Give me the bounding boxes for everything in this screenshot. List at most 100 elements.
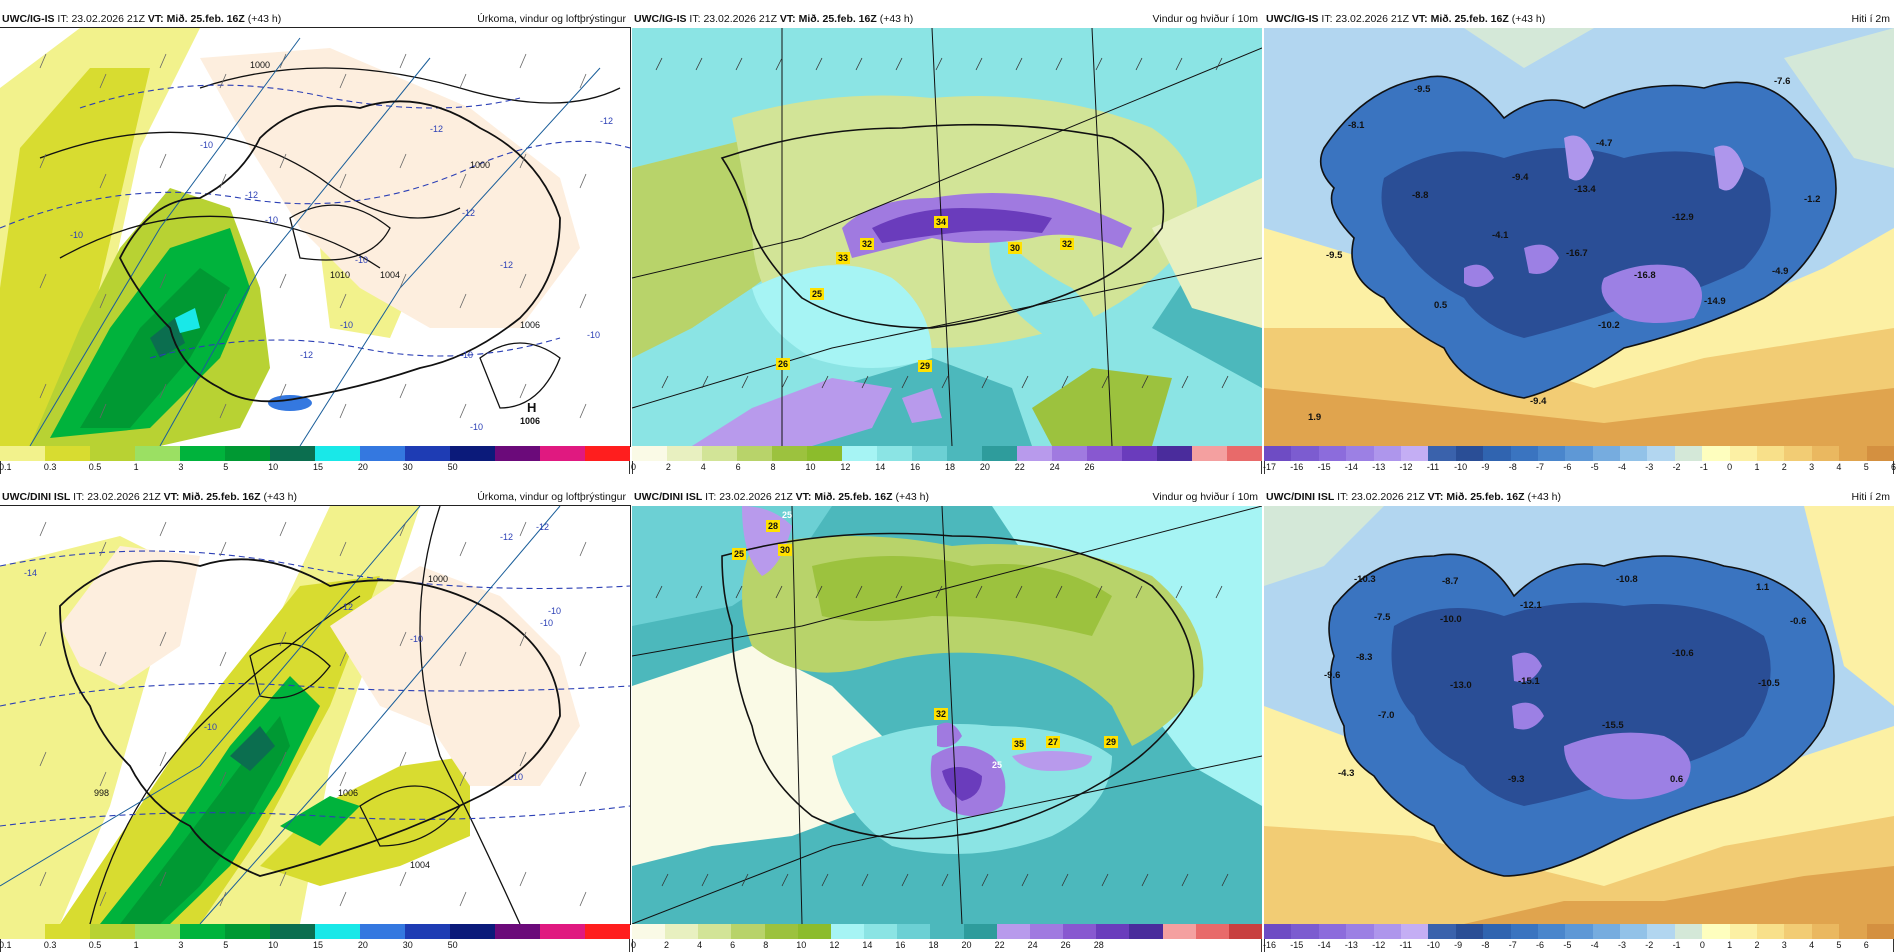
scale-tick-label: -15 bbox=[1290, 940, 1304, 950]
map-label: -10 bbox=[340, 320, 353, 330]
temperature-label: -0.6 bbox=[1790, 616, 1806, 627]
map-label: 1000 bbox=[470, 160, 490, 170]
gust-label: 30 bbox=[780, 545, 790, 555]
color-swatch bbox=[1592, 446, 1621, 461]
scale-tick-label: 10 bbox=[268, 462, 279, 472]
color-swatch bbox=[1839, 446, 1867, 461]
scale-tick-label: 24 bbox=[1027, 940, 1038, 950]
color-swatch bbox=[1029, 924, 1064, 939]
color-swatch bbox=[1195, 924, 1229, 939]
scale-tick-label: -13 bbox=[1372, 462, 1386, 472]
color-scale-bar bbox=[0, 446, 630, 461]
map-label: -12 bbox=[430, 124, 443, 134]
temperature-label: -8.1 bbox=[1348, 120, 1365, 131]
color-swatch bbox=[45, 924, 90, 939]
temperature-label: -9.5 bbox=[1326, 250, 1343, 261]
color-swatch bbox=[1483, 924, 1511, 939]
lead-time: (+43 h) bbox=[1511, 13, 1546, 25]
wind-map: 28 25 30 25 32 35 27 29 25 bbox=[632, 506, 1262, 924]
color-swatch bbox=[632, 446, 667, 461]
color-scale-bar bbox=[0, 924, 630, 939]
map-label: 1004 bbox=[410, 860, 430, 870]
color-swatch bbox=[1784, 924, 1812, 939]
color-swatch bbox=[1537, 446, 1566, 461]
scale-tick-label: -9 bbox=[1481, 462, 1490, 472]
temperature-label: -7.5 bbox=[1374, 612, 1391, 623]
vt-value: Mið. 25.feb. 16Z bbox=[814, 491, 893, 503]
model-name: UWC/DINI ISL bbox=[1266, 491, 1335, 503]
panel-title: Vindur og hviður í 10m bbox=[1152, 13, 1258, 25]
map-label: -10 bbox=[470, 422, 483, 432]
precipitation-map: -12 -12 -10 -12 -10 -12 -10 -12 -10 -10 … bbox=[0, 27, 631, 447]
gust-label: 25 bbox=[812, 289, 822, 299]
scale-tick-label: 10 bbox=[796, 940, 807, 950]
scale-tick-label: 12 bbox=[829, 940, 840, 950]
scale-tick-label: -1 bbox=[1672, 940, 1681, 950]
scale-tick-label: 0.3 bbox=[43, 462, 57, 472]
map-label: -10 bbox=[70, 230, 83, 240]
map-label: -12 bbox=[500, 260, 513, 270]
map-label: H bbox=[527, 400, 536, 415]
it-value: 23.02.2026 21Z bbox=[703, 13, 777, 25]
model-name: UWC/DINI ISL bbox=[634, 491, 703, 503]
color-swatch bbox=[632, 924, 666, 939]
scale-tick-label: -7 bbox=[1536, 462, 1545, 472]
color-swatch bbox=[135, 924, 180, 939]
color-swatch bbox=[1162, 924, 1196, 939]
gust-label: 35 bbox=[1014, 739, 1024, 749]
scale-tick-label: 18 bbox=[945, 462, 956, 472]
temperature-label: 0.6 bbox=[1670, 774, 1683, 785]
map-label: -12 bbox=[500, 532, 513, 542]
color-swatch bbox=[1291, 446, 1319, 461]
lead-time: (+43 h) bbox=[263, 491, 298, 503]
color-swatch bbox=[1811, 924, 1840, 939]
map-label: -10 bbox=[460, 350, 473, 360]
color-swatch bbox=[1455, 446, 1484, 461]
color-swatch bbox=[1129, 924, 1163, 939]
temperature-map: -10.3 -8.7 -10.8 1.1 -12.1 -7.5 -10.0 -0… bbox=[1264, 506, 1894, 924]
lead-time: (+43 h) bbox=[895, 491, 930, 503]
model-name: UWC/IG-IS bbox=[1266, 13, 1319, 25]
color-swatch bbox=[1811, 446, 1840, 461]
color-swatch bbox=[540, 924, 585, 939]
color-swatch bbox=[1510, 446, 1538, 461]
scale-tick-label: -3 bbox=[1617, 940, 1626, 950]
scale-tick-label: -6 bbox=[1563, 462, 1572, 472]
scale-tick-label: -14 bbox=[1317, 940, 1331, 950]
scale-tick-label: 0 bbox=[1699, 940, 1705, 950]
color-swatch bbox=[540, 446, 585, 461]
map-label: -10 bbox=[540, 618, 553, 628]
map-label: 998 bbox=[94, 788, 109, 798]
scale-tick-label: -7 bbox=[1508, 940, 1517, 950]
map-label: 1000 bbox=[250, 60, 270, 70]
color-swatch bbox=[1757, 446, 1785, 461]
map-label: -12 bbox=[245, 190, 258, 200]
gust-label: 25 bbox=[992, 760, 1002, 770]
gust-label: 32 bbox=[936, 709, 946, 719]
color-scale-ticks: -16 -15 -14 -13 -12 -11 -10 -9 -8 -7 -6 -5 -4 -3 -2 -1 0… bbox=[1263, 939, 1894, 952]
map-label: 1006 bbox=[520, 320, 540, 330]
temperature-label: -7.0 bbox=[1378, 710, 1394, 721]
temperature-label: -10.0 bbox=[1440, 614, 1462, 625]
panel-title: Úrkoma, vindur og loftþrýstingur bbox=[477, 13, 626, 25]
scale-tick-label: 1 bbox=[133, 940, 139, 950]
scale-tick-label: 26 bbox=[1084, 462, 1095, 472]
color-swatch bbox=[1510, 924, 1538, 939]
map-label: -10 bbox=[204, 722, 217, 732]
color-swatch bbox=[225, 446, 270, 461]
gust-label: 32 bbox=[1062, 239, 1072, 249]
temperature-label: -4.3 bbox=[1338, 768, 1354, 779]
color-swatch bbox=[1702, 446, 1730, 461]
temperature-label: -4.7 bbox=[1596, 138, 1612, 149]
scale-tick-label: 4 bbox=[1809, 940, 1815, 950]
scale-tick-label: 5 bbox=[223, 940, 229, 950]
it-label: IT: bbox=[57, 13, 69, 25]
scale-tick-label: 50 bbox=[447, 940, 458, 950]
map-label: 1006 bbox=[338, 788, 358, 798]
panel-header: UWC/DINI ISL IT: 23.02.2026 21Z VT: Mið.… bbox=[1264, 488, 1894, 506]
gust-label: 25 bbox=[734, 549, 744, 559]
color-swatch bbox=[1620, 446, 1648, 461]
scale-tick-label: 14 bbox=[875, 462, 886, 472]
color-swatch bbox=[797, 924, 831, 939]
gust-label: 34 bbox=[936, 217, 946, 227]
